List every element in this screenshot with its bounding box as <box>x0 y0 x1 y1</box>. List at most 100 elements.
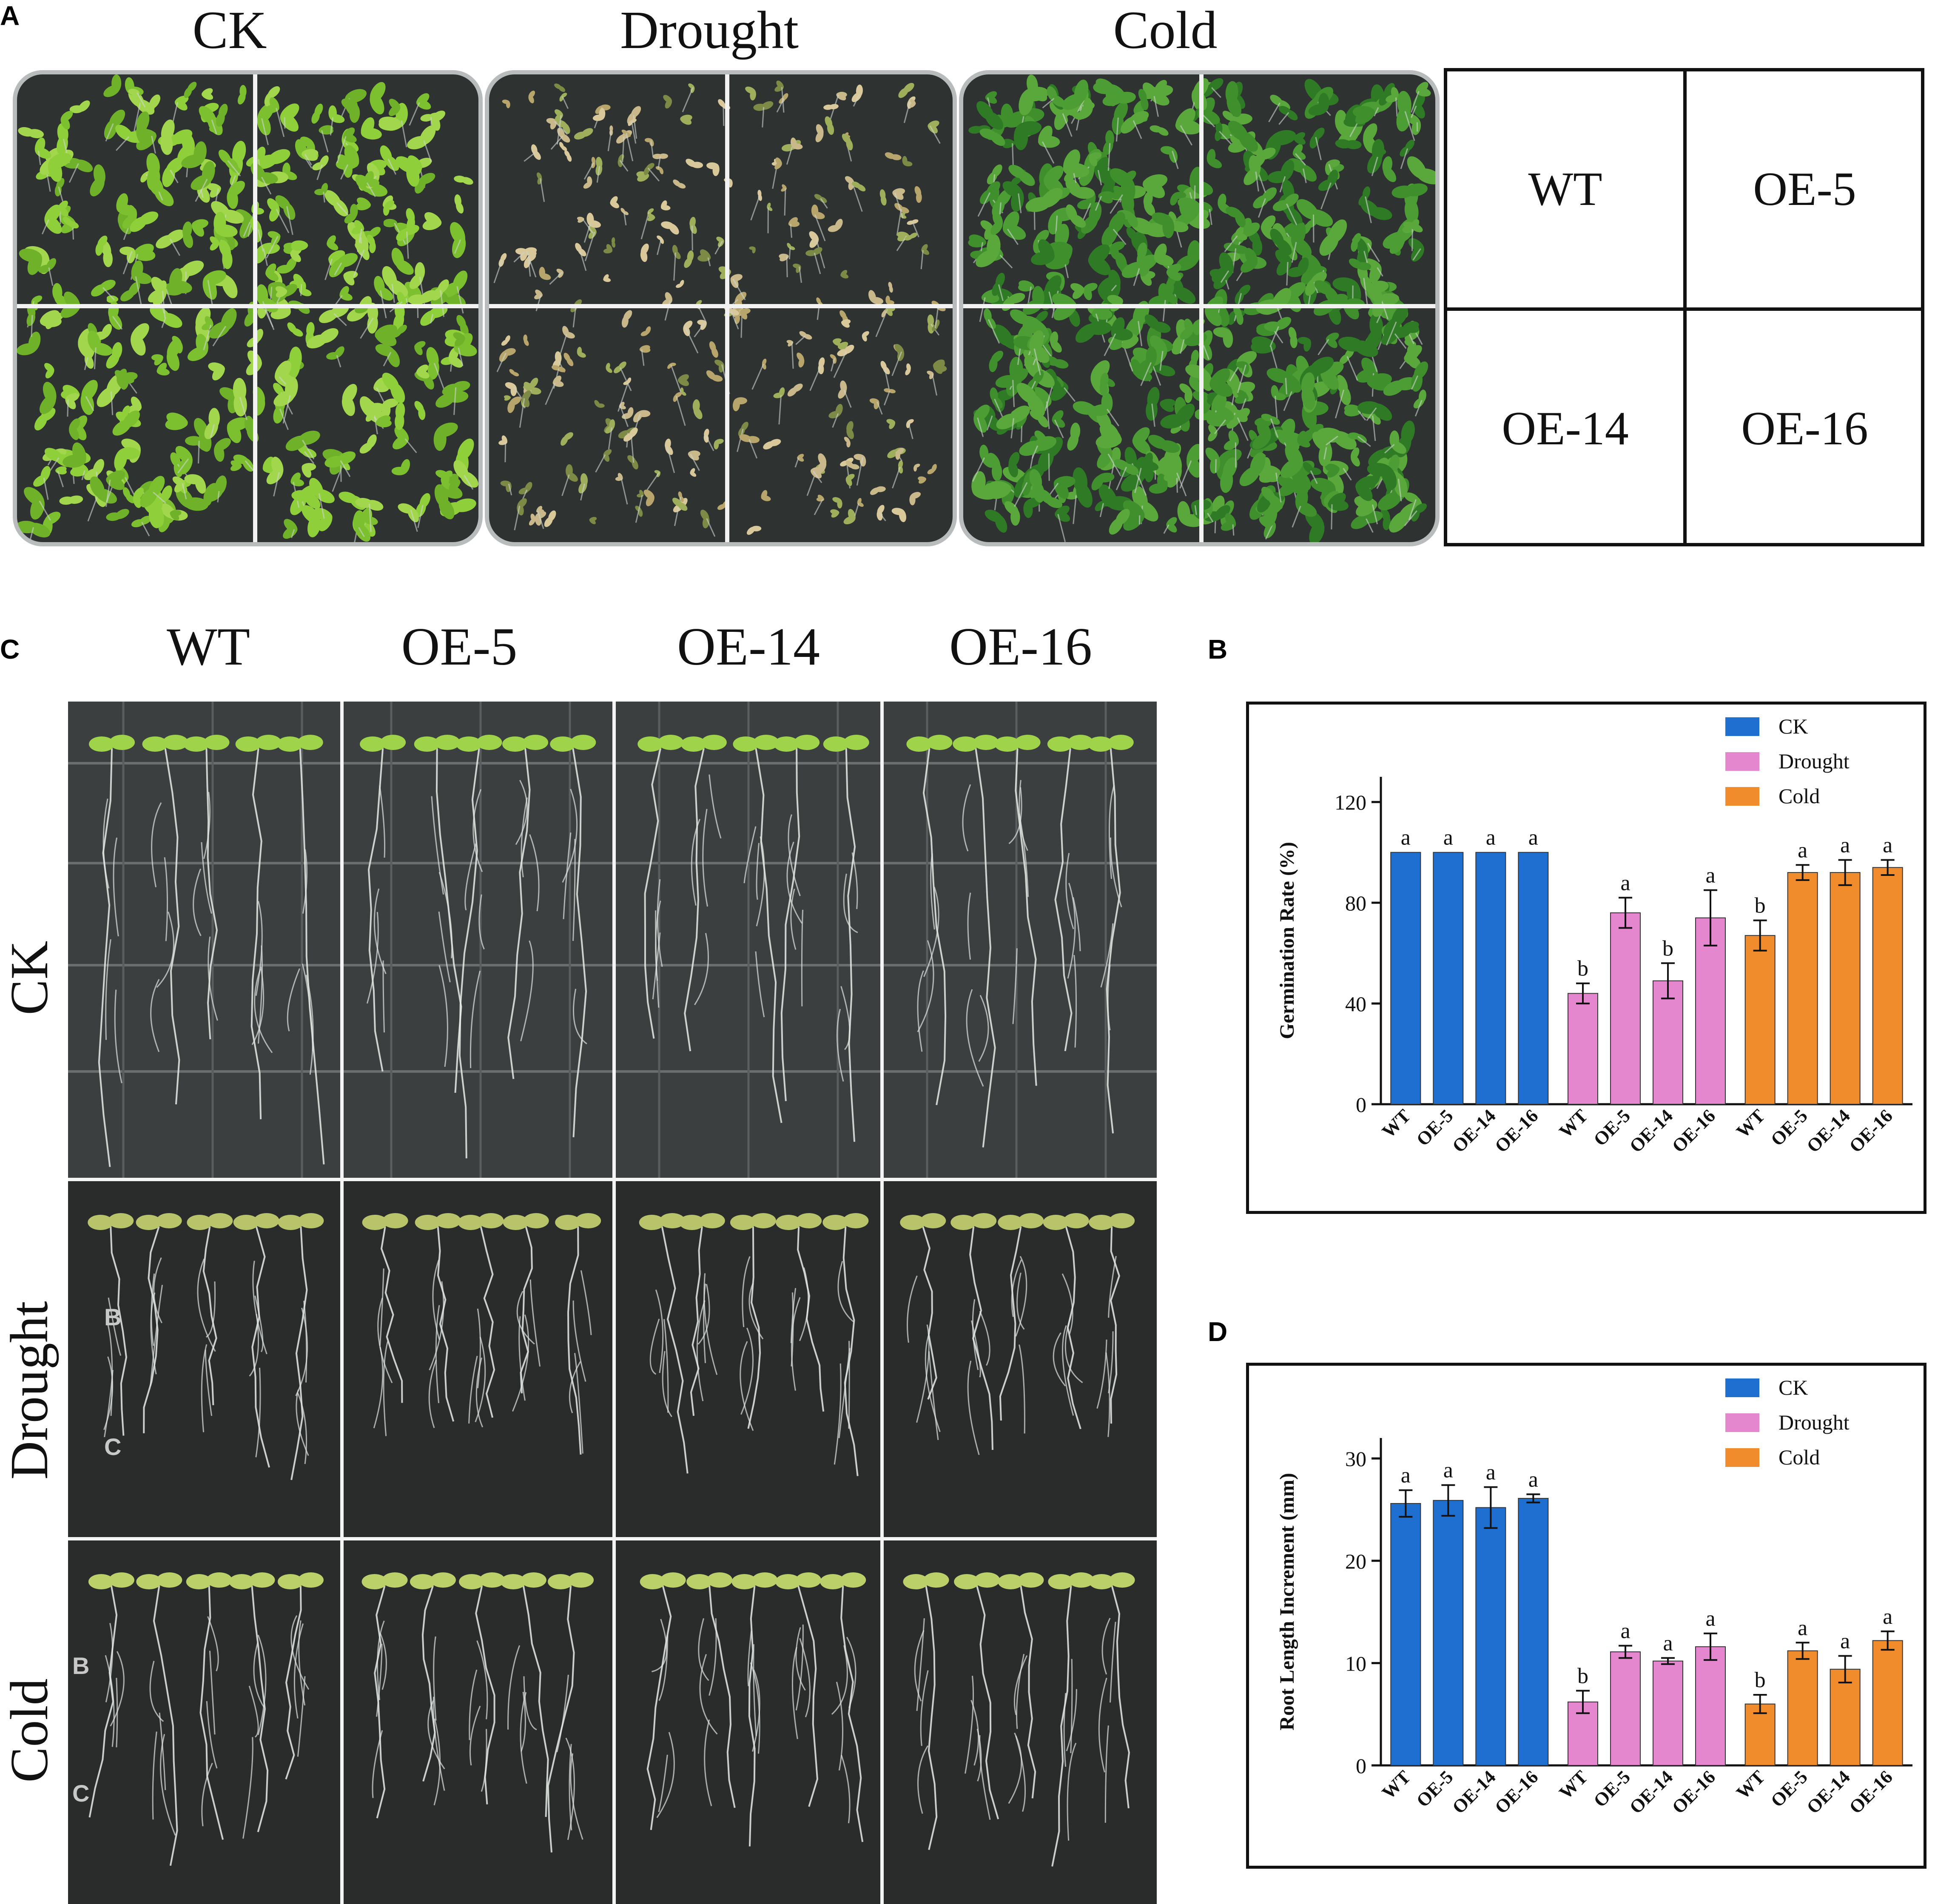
legend-label-drought: Drought <box>1778 1410 1850 1434</box>
x-tick-label: OE-16 <box>1668 1766 1719 1818</box>
seedlings-drought <box>493 80 947 537</box>
x-tick-label: OE-14 <box>1448 1105 1500 1157</box>
seedling-root <box>1089 1572 1135 1823</box>
seedling-root <box>503 1213 549 1412</box>
seedling-root <box>229 1572 275 1839</box>
seedling-root <box>278 1213 324 1480</box>
seedling-root <box>88 1572 134 1818</box>
plate-drought <box>485 70 957 546</box>
seedling-root <box>136 1572 182 1866</box>
key-wt: WT <box>1528 163 1602 216</box>
seedling-root <box>774 735 820 1101</box>
plate-divider <box>17 304 478 308</box>
significance-letter: b <box>1755 894 1766 918</box>
seedling-root <box>679 1213 725 1416</box>
seedling-cluster <box>968 74 1435 542</box>
seedling-root <box>1089 1213 1135 1437</box>
bar-ck-wt <box>1390 1503 1421 1766</box>
roots-drought-drawing <box>88 1213 1135 1480</box>
bar-drought-oe-16 <box>1695 1646 1726 1766</box>
seedling-root <box>183 735 230 1040</box>
legend-swatch-drought <box>1725 1413 1759 1432</box>
seedling-root <box>1043 1213 1089 1429</box>
seedling-root <box>950 1213 997 1455</box>
seedling-root <box>277 735 325 1165</box>
panel-c-title-wt: WT <box>167 617 250 676</box>
column-separator <box>340 702 344 1904</box>
panel-label-a: A <box>0 0 20 31</box>
significance-letter: a <box>1840 1629 1850 1654</box>
x-tick-label: WT <box>1732 1766 1769 1803</box>
legend-swatch-cold <box>1725 787 1759 806</box>
x-tick-label: WT <box>1555 1766 1592 1803</box>
panel-c-title-oe5: OE-5 <box>401 617 518 676</box>
panel-c-title-oe16: OE-16 <box>949 617 1092 676</box>
significance-letter: a <box>1528 826 1538 850</box>
seedling-root <box>998 1572 1044 1812</box>
chart-d-root-length: 0 10 20 30 Root Length Increment (mm) a WT a OE-… <box>1276 1375 1912 1818</box>
seedling-root <box>233 1213 279 1468</box>
x-tick-label: OE-14 <box>1803 1766 1854 1818</box>
bar-ck-oe-14 <box>1475 1507 1506 1766</box>
significance-letter: a <box>1443 1458 1453 1483</box>
panel-label-c: C <box>0 634 20 665</box>
significance-letter: a <box>1798 838 1807 862</box>
roots-cold-drawing <box>88 1572 1135 1867</box>
seedling-root <box>954 1572 1000 1820</box>
seedling-root <box>459 1572 505 1805</box>
legend-label-drought: Drought <box>1778 749 1850 773</box>
seedling-root <box>500 1572 549 1817</box>
plate-mark: C <box>72 1780 90 1807</box>
significance-letter: a <box>1528 1467 1538 1492</box>
seedling-root <box>640 1572 686 1830</box>
chart-b-frame: 0 40 80 120 Germination Rate (%) a WT a OE-5 a OE-… <box>1246 702 1926 1214</box>
seedling-root <box>235 735 282 1120</box>
seedling-root <box>900 1213 946 1440</box>
y-tick-label: 0 <box>1356 1754 1366 1778</box>
x-tick-label: OE-16 <box>1668 1105 1719 1157</box>
chart-d-frame: 0 10 20 30 Root Length Increment (mm) a WT a OE-… <box>1246 1363 1926 1869</box>
significance-letter: a <box>1486 826 1496 850</box>
seedling-root <box>502 735 549 1079</box>
x-tick-label: WT <box>1378 1105 1415 1142</box>
bar-ck-oe-14 <box>1475 852 1506 1105</box>
panel-label-b: B <box>1208 634 1228 665</box>
significance-letter: a <box>1401 826 1411 850</box>
column-separator <box>612 702 616 1904</box>
seedling-root <box>136 1213 182 1433</box>
seedling-root <box>998 1213 1044 1434</box>
y-axis-label: Root Length Increment (mm) <box>1276 1473 1298 1731</box>
x-tick-label: OE-16 <box>1491 1766 1542 1818</box>
significance-letter: a <box>1840 833 1850 857</box>
y-tick-label: 10 <box>1345 1651 1366 1675</box>
seedling-root <box>730 1213 776 1431</box>
panel-a-title-drought: Drought <box>620 1 799 60</box>
seedling-root <box>775 1572 822 1807</box>
bar-ck-oe-5 <box>1433 852 1464 1105</box>
seedling-root <box>277 1572 324 1780</box>
legend-label-cold: Cold <box>1778 1445 1820 1469</box>
panel-a-title-ck: CK <box>192 1 267 60</box>
y-tick-label: 80 <box>1345 891 1366 915</box>
x-tick-label: WT <box>1555 1105 1592 1142</box>
layout-key: WT OE-5 OE-14 OE-16 <box>1444 68 1924 546</box>
column-separator <box>880 702 884 1904</box>
panel-c-row-ck: CK <box>0 941 59 1015</box>
bar-drought-oe-5 <box>1610 1651 1641 1766</box>
key-divider <box>1447 307 1921 311</box>
seedling-root <box>550 735 596 1137</box>
seedling-root <box>410 1572 456 1806</box>
seedling-root <box>142 735 188 1105</box>
panel-label-d: D <box>1208 1316 1228 1347</box>
y-tick-label: 0 <box>1356 1093 1366 1117</box>
plate-divider <box>1199 74 1204 542</box>
seedling-root <box>361 1572 408 1819</box>
seedling-root <box>456 735 502 1159</box>
bar-cold-oe-5 <box>1787 872 1818 1105</box>
significance-letter: a <box>1443 826 1453 850</box>
significance-letter: a <box>1401 1464 1411 1488</box>
seedling-root <box>822 1213 869 1476</box>
seedling-root <box>360 735 406 1072</box>
bar-cold-wt <box>1744 935 1776 1105</box>
seedling-root <box>637 735 684 1039</box>
